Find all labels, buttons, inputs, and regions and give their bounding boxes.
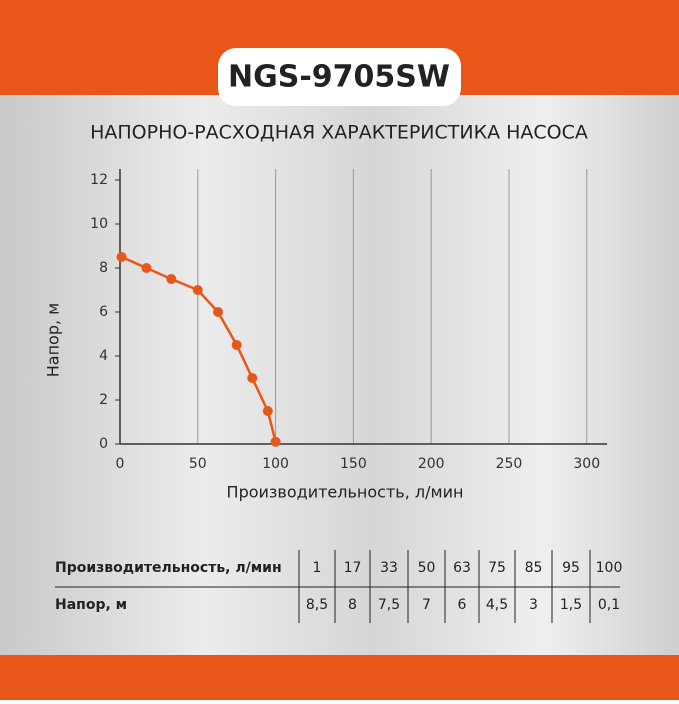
table-cell: 1 <box>313 560 322 576</box>
x-tick-label: 0 <box>116 456 125 472</box>
table-cell: 4,5 <box>486 597 508 613</box>
table-cell: 63 <box>453 560 471 576</box>
y-tick-label: 0 <box>99 436 108 452</box>
data-point <box>231 340 242 350</box>
table-cell: 95 <box>562 560 580 576</box>
data-point <box>116 252 127 262</box>
y-axis-label: Напор, м <box>44 303 63 377</box>
table-cell: 8,5 <box>306 597 328 613</box>
table-cell: 17 <box>344 560 362 576</box>
data-point <box>166 274 177 284</box>
table-cell: 50 <box>418 560 436 576</box>
row-header: Производительность, л/мин <box>55 560 282 576</box>
y-tick-label: 12 <box>90 172 108 188</box>
row-header: Напор, м <box>55 597 127 613</box>
data-point <box>270 436 281 447</box>
table-cell: 100 <box>596 560 623 576</box>
table-cell: 6 <box>458 597 467 613</box>
title-box <box>218 48 461 106</box>
data-point <box>213 307 224 317</box>
x-tick-label: 100 <box>262 456 289 472</box>
table-cell: 85 <box>525 560 543 576</box>
data-point <box>192 285 203 295</box>
table-cell: 0,1 <box>598 597 620 613</box>
table-cell: 7 <box>422 597 431 613</box>
chart-title: НАПОРНО-РАСХОДНАЯ ХАРАКТЕРИСТИКА НАСОСА <box>90 122 588 144</box>
x-tick-label: 50 <box>189 456 207 472</box>
x-tick-label: 300 <box>573 456 600 472</box>
x-tick-label: 250 <box>496 456 523 472</box>
data-point <box>262 406 273 416</box>
y-tick-label: 10 <box>90 216 108 232</box>
table-cell: 8 <box>348 597 357 613</box>
data-point <box>141 263 152 273</box>
table-cell: 75 <box>488 560 506 576</box>
x-axis-label: Производительность, л/мин <box>227 483 464 502</box>
table-cell: 33 <box>380 560 398 576</box>
x-tick-label: 200 <box>418 456 445 472</box>
y-tick-label: 6 <box>99 304 108 320</box>
table-cell: 3 <box>529 597 538 613</box>
table-cell: 1,5 <box>560 597 582 613</box>
y-tick-label: 4 <box>99 348 108 364</box>
y-tick-label: 8 <box>99 260 108 276</box>
y-tick-label: 2 <box>99 392 108 408</box>
panel <box>0 95 679 655</box>
x-tick-label: 150 <box>340 456 367 472</box>
data-point <box>247 373 258 383</box>
page-title: NGS-9705SW <box>228 60 450 95</box>
table-cell: 7,5 <box>378 597 400 613</box>
